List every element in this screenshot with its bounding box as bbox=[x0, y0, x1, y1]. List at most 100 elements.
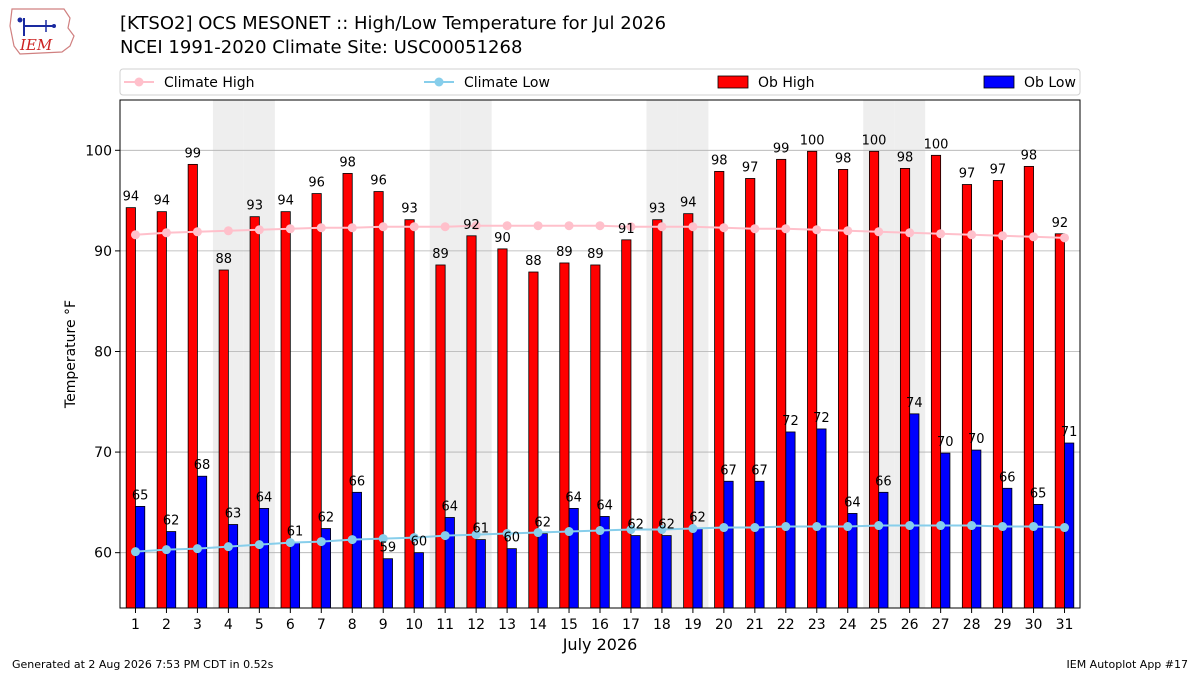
climate-high-point-8 bbox=[347, 223, 357, 233]
ob-high-label-4: 88 bbox=[215, 252, 232, 267]
ob-high-bar-13 bbox=[497, 248, 508, 609]
ob-low-label-15: 64 bbox=[565, 490, 582, 505]
climate-high-point-13 bbox=[502, 221, 512, 231]
y-tick-label-90: 90 bbox=[94, 244, 112, 260]
ob-low-label-23: 72 bbox=[813, 411, 830, 426]
ob-high-bar-5 bbox=[249, 216, 260, 609]
ob-low-label-27: 70 bbox=[937, 435, 954, 450]
ob-high-bar-6 bbox=[280, 211, 291, 609]
ob-low-bar-9 bbox=[382, 558, 393, 609]
climate-high-point-18 bbox=[657, 222, 667, 232]
ob-high-label-11: 89 bbox=[432, 247, 449, 262]
climate-low-point-23 bbox=[812, 522, 822, 532]
x-tick-label-9: 9 bbox=[379, 617, 388, 633]
climate-low-point-28 bbox=[967, 521, 977, 531]
legend-ob-low-swatch bbox=[983, 75, 1015, 89]
ob-low-bar-7 bbox=[320, 528, 331, 609]
y-tick-label-100: 100 bbox=[85, 143, 112, 159]
ob-low-bar-14 bbox=[537, 533, 548, 609]
ob-low-bar-3 bbox=[197, 475, 208, 609]
ob-high-bar-27 bbox=[930, 154, 942, 609]
climate-low-point-29 bbox=[998, 522, 1008, 532]
climate-high-point-7 bbox=[316, 223, 326, 233]
ob-low-label-12: 61 bbox=[473, 522, 490, 537]
climate-low-point-1 bbox=[130, 547, 140, 557]
ob-low-label-13: 60 bbox=[503, 531, 520, 546]
ob-low-label-5: 64 bbox=[256, 490, 273, 505]
climate-high-point-11 bbox=[440, 222, 450, 232]
ob-high-label-6: 94 bbox=[277, 194, 294, 209]
climate-low-point-11 bbox=[440, 531, 450, 541]
ob-high-label-14: 88 bbox=[525, 254, 542, 269]
x-tick-label-7: 7 bbox=[317, 617, 326, 633]
climate-low-point-7 bbox=[316, 537, 326, 547]
ob-low-label-24: 64 bbox=[844, 495, 861, 510]
x-tick-label-30: 30 bbox=[1025, 617, 1043, 633]
climate-high-point-31 bbox=[1060, 233, 1070, 243]
climate-high-point-15 bbox=[564, 221, 574, 231]
x-tick-label-15: 15 bbox=[560, 617, 578, 633]
ob-low-label-26: 74 bbox=[906, 396, 923, 411]
logo-text: IEM bbox=[19, 36, 53, 54]
climate-low-point-27 bbox=[936, 521, 946, 531]
x-tick-label-13: 13 bbox=[498, 617, 516, 633]
climate-high-point-20 bbox=[719, 223, 729, 233]
ob-high-label-25: 100 bbox=[862, 133, 887, 148]
ob-low-label-25: 66 bbox=[875, 474, 892, 489]
weekend-shade-4 bbox=[212, 100, 244, 608]
app-credit: IEM Autoplot App #17 bbox=[1066, 658, 1189, 671]
climate-low-point-8 bbox=[347, 535, 357, 545]
ob-low-bar-24 bbox=[847, 513, 858, 609]
x-tick-label-17: 17 bbox=[622, 617, 640, 633]
climate-low-point-5 bbox=[254, 540, 264, 550]
ob-high-label-23: 100 bbox=[800, 133, 825, 148]
ob-high-bar-1 bbox=[125, 207, 136, 609]
legend-ob-high-swatch bbox=[717, 75, 749, 89]
ob-low-label-30: 65 bbox=[1030, 486, 1047, 501]
climate-high-point-23 bbox=[812, 225, 822, 235]
x-tick-label-27: 27 bbox=[932, 617, 950, 633]
climate-low-point-4 bbox=[223, 542, 233, 552]
ob-low-label-22: 72 bbox=[782, 414, 799, 429]
climate-high-point-29 bbox=[998, 231, 1008, 241]
ob-low-label-3: 68 bbox=[194, 458, 211, 473]
climate-low-point-10 bbox=[409, 533, 419, 543]
climate-high-point-16 bbox=[595, 221, 605, 231]
ob-low-bar-8 bbox=[351, 491, 362, 609]
y-tick-label-70: 70 bbox=[94, 445, 112, 461]
ob-high-bar-17 bbox=[621, 239, 632, 609]
ob-high-label-2: 94 bbox=[154, 194, 171, 209]
weekend-shade-18 bbox=[646, 100, 678, 608]
ob-low-bar-19 bbox=[692, 528, 703, 609]
ob-high-bar-22 bbox=[776, 158, 787, 609]
x-tick-label-19: 19 bbox=[684, 617, 702, 633]
ob-low-bar-20 bbox=[723, 480, 734, 609]
ob-high-label-9: 96 bbox=[370, 174, 387, 189]
ob-high-bar-16 bbox=[590, 264, 601, 609]
ob-low-bar-25 bbox=[878, 491, 889, 609]
climate-low-point-20 bbox=[719, 523, 729, 533]
ob-high-label-18: 93 bbox=[649, 202, 666, 217]
x-tick-label-20: 20 bbox=[715, 617, 733, 633]
climate-high-point-6 bbox=[285, 224, 295, 234]
ob-low-bar-27 bbox=[940, 452, 951, 609]
climate-high-point-28 bbox=[967, 230, 977, 240]
ob-high-bar-4 bbox=[218, 269, 229, 609]
climate-high-point-25 bbox=[874, 227, 884, 237]
ob-high-bar-25 bbox=[869, 150, 880, 609]
ob-high-bar-18 bbox=[652, 219, 663, 609]
ob-high-label-30: 98 bbox=[1021, 148, 1038, 163]
x-tick-label-25: 25 bbox=[870, 617, 888, 633]
legend-climate-low-marker bbox=[434, 77, 444, 87]
x-tick-label-28: 28 bbox=[963, 617, 981, 633]
climate-high-point-5 bbox=[254, 225, 264, 235]
climate-high-point-2 bbox=[161, 228, 171, 238]
ob-low-label-29: 66 bbox=[999, 470, 1016, 485]
ob-low-label-14: 62 bbox=[534, 516, 551, 531]
legend-climate-high-label: Climate High bbox=[164, 75, 255, 91]
ob-low-label-20: 67 bbox=[720, 463, 737, 478]
ob-low-bar-21 bbox=[754, 480, 765, 609]
climate-low-point-22 bbox=[781, 522, 791, 532]
climate-low-point-12 bbox=[471, 530, 481, 540]
climate-low-point-14 bbox=[533, 528, 543, 538]
